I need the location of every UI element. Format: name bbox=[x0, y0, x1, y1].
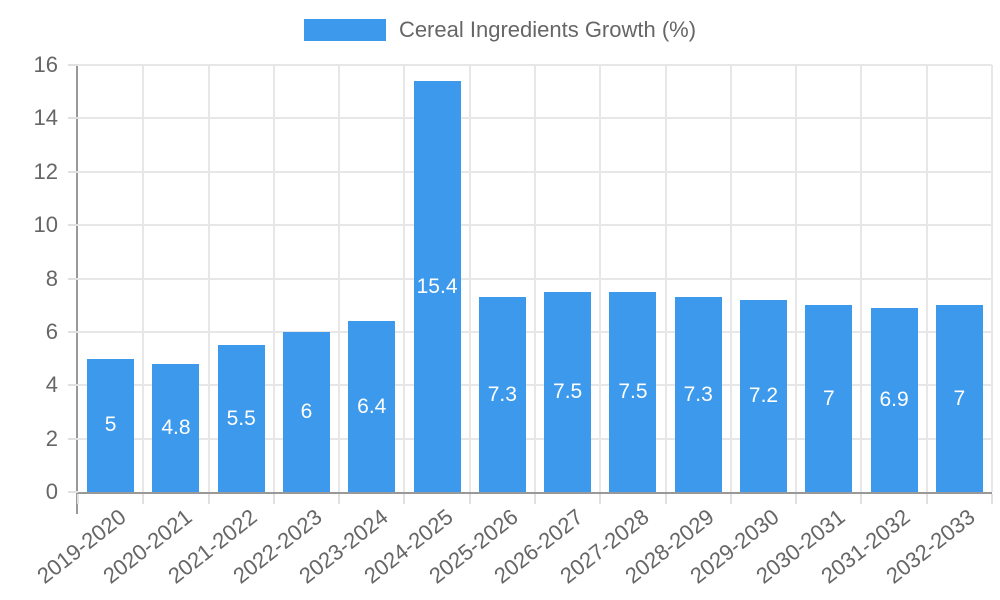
bar[interactable]: 7.5 bbox=[544, 291, 592, 492]
bar-value-label: 7 bbox=[953, 386, 966, 410]
y-axis-label: 10 bbox=[33, 212, 58, 238]
x-gridline bbox=[991, 65, 993, 492]
bar-value-label: 5 bbox=[104, 413, 117, 437]
y-axis-label: 2 bbox=[45, 425, 58, 451]
bar[interactable]: 6.9 bbox=[870, 307, 918, 492]
x-gridline bbox=[207, 65, 210, 492]
bar[interactable]: 5 bbox=[87, 358, 135, 492]
bar-value-label: 7.3 bbox=[487, 382, 517, 406]
x-axis-tick bbox=[795, 494, 798, 504]
x-axis-tick bbox=[142, 494, 145, 504]
y-axis-label: 6 bbox=[45, 318, 58, 344]
bar[interactable]: 7.5 bbox=[609, 291, 657, 492]
x-gridline bbox=[338, 65, 341, 492]
x-axis-tick bbox=[272, 494, 275, 504]
y-axis-label: 16 bbox=[33, 52, 58, 77]
y-axis-tick bbox=[68, 64, 78, 66]
bar[interactable]: 7 bbox=[805, 305, 853, 492]
x-axis-tick bbox=[77, 494, 79, 504]
x-axis-tick bbox=[599, 494, 602, 504]
x-gridline bbox=[664, 65, 667, 492]
y-axis-tick bbox=[68, 224, 78, 227]
legend: Cereal Ingredients Growth (%) bbox=[0, 16, 1000, 44]
x-gridline bbox=[534, 65, 536, 492]
bar-value-label: 7.5 bbox=[553, 379, 583, 403]
bar-value-label: 6.9 bbox=[879, 387, 909, 411]
bar[interactable]: 15.4 bbox=[413, 81, 461, 492]
bar[interactable]: 7 bbox=[935, 305, 983, 492]
bar[interactable]: 7.3 bbox=[478, 297, 526, 492]
x-gridline bbox=[860, 65, 863, 492]
x-axis-tick bbox=[991, 494, 993, 504]
x-gridline bbox=[142, 65, 145, 492]
legend-item[interactable]: Cereal Ingredients Growth (%) bbox=[303, 16, 697, 44]
bar[interactable]: 5.5 bbox=[217, 345, 265, 492]
bar-value-label: 7.2 bbox=[748, 383, 779, 407]
y-axis-tick bbox=[68, 277, 78, 280]
y-axis-line bbox=[76, 65, 78, 514]
x-gridline bbox=[599, 65, 602, 492]
y-axis-label: 0 bbox=[45, 479, 58, 504]
bar[interactable]: 6.4 bbox=[348, 321, 396, 492]
bar-value-label: 6.4 bbox=[357, 394, 387, 418]
y-axis-tick bbox=[68, 384, 78, 387]
bar-value-label: 7 bbox=[822, 386, 835, 410]
legend-swatch-icon bbox=[303, 19, 386, 41]
bar-value-label: 15.4 bbox=[416, 274, 458, 298]
x-axis-line bbox=[76, 492, 992, 494]
y-axis-label: 4 bbox=[45, 372, 58, 398]
x-gridline bbox=[795, 65, 798, 492]
legend-label: Cereal Ingredients Growth (%) bbox=[398, 17, 697, 42]
x-axis-tick bbox=[664, 494, 667, 504]
x-gridline bbox=[272, 65, 275, 492]
x-axis-tick bbox=[534, 494, 536, 504]
y-axis-label: 8 bbox=[45, 265, 58, 291]
bar-value-label: 5.5 bbox=[226, 406, 256, 430]
y-axis-label: 12 bbox=[33, 158, 58, 184]
y-axis-tick bbox=[68, 491, 78, 493]
bar[interactable]: 4.8 bbox=[152, 363, 200, 492]
x-axis-tick bbox=[403, 494, 406, 504]
bar[interactable]: 7.2 bbox=[740, 299, 787, 492]
bar-value-label: 7.5 bbox=[618, 379, 648, 403]
x-axis-tick bbox=[860, 494, 863, 504]
x-axis-tick bbox=[925, 494, 928, 504]
bar[interactable]: 7.3 bbox=[674, 297, 722, 492]
bar-value-label: 4.8 bbox=[161, 415, 191, 439]
x-axis-tick bbox=[338, 494, 341, 504]
y-axis-tick bbox=[68, 330, 78, 333]
bar-value-label: 6 bbox=[300, 399, 313, 423]
x-gridline bbox=[925, 65, 928, 492]
y-axis-tick bbox=[68, 170, 78, 173]
bar-value-label: 7.3 bbox=[683, 382, 713, 406]
x-axis-tick bbox=[729, 494, 732, 504]
y-axis-tick bbox=[68, 437, 78, 440]
y-axis-label: 14 bbox=[33, 105, 58, 131]
x-gridline bbox=[468, 65, 471, 492]
x-axis-tick bbox=[468, 494, 471, 504]
plot-area: 5 4.8 5.5 6 6.4 15.4 7.3 7.5 7.5 7.3 7.2 7 6.9 7 bbox=[76, 64, 993, 514]
y-axis-tick bbox=[68, 117, 78, 120]
x-gridline bbox=[729, 65, 732, 492]
bar[interactable]: 6 bbox=[283, 331, 330, 492]
x-axis-tick bbox=[207, 494, 210, 504]
x-gridline bbox=[403, 65, 406, 492]
